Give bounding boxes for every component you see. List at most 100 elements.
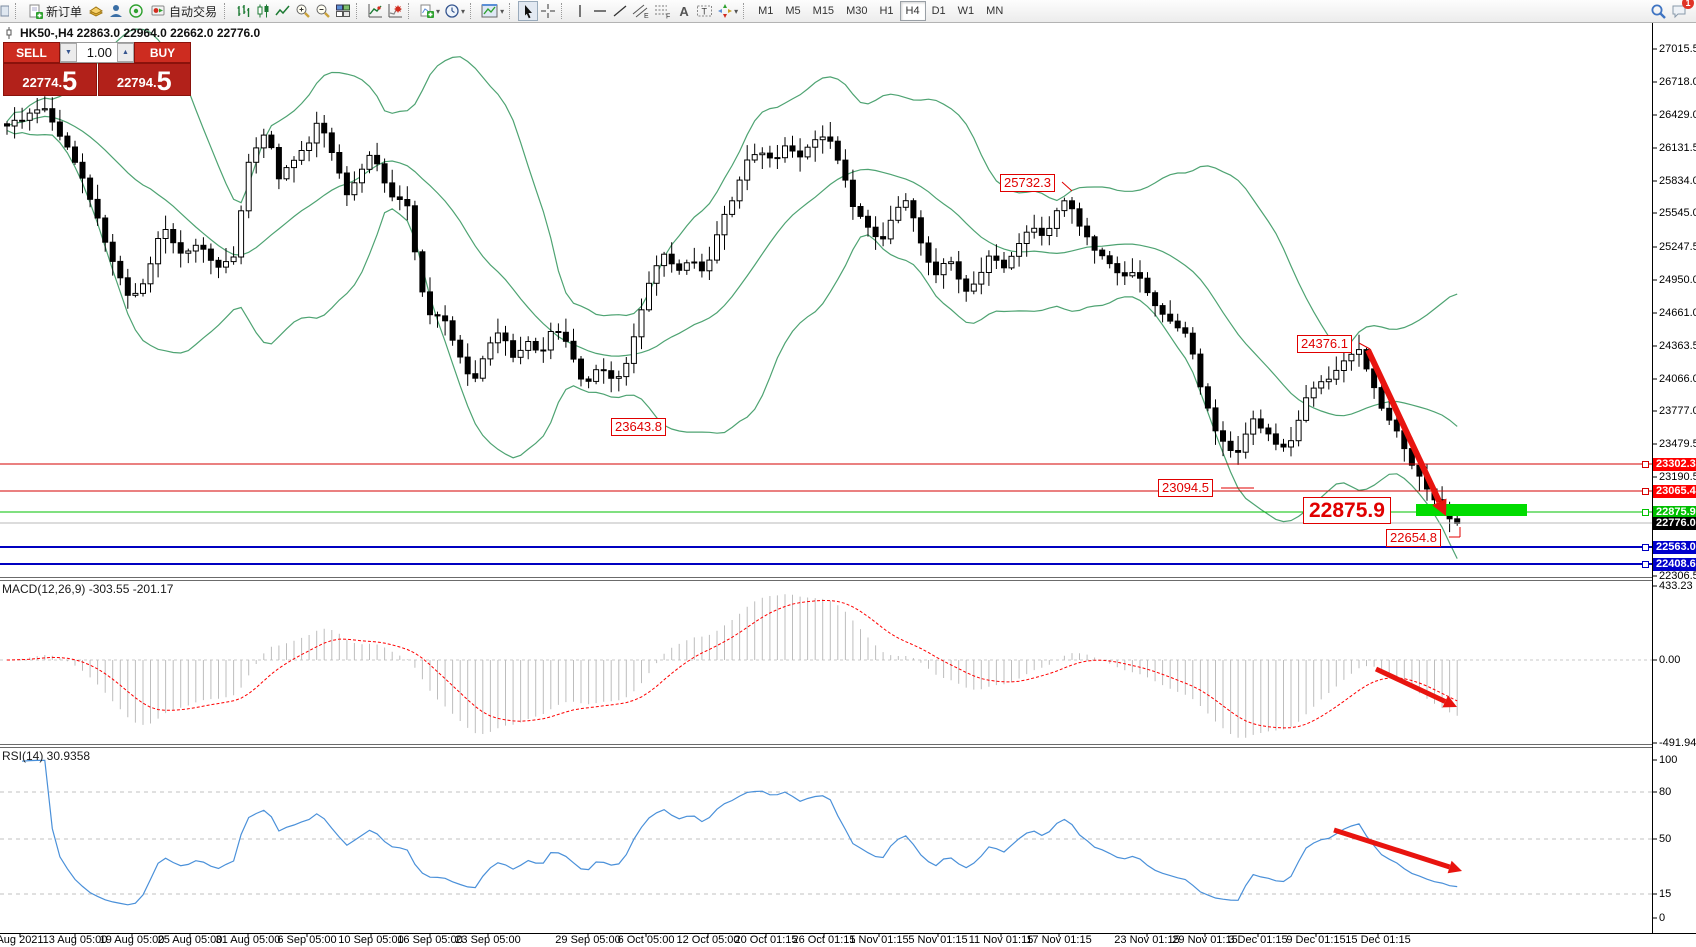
bull-candle [147, 263, 154, 285]
svg-text:F: F [666, 14, 670, 20]
bear-candle [343, 172, 350, 196]
timeframe-H4[interactable]: H4 [899, 1, 926, 21]
bull-candle [223, 261, 229, 268]
time-label: 9 Dec 01:15 [1286, 934, 1346, 946]
hline-handle[interactable] [1642, 561, 1649, 568]
volume-value[interactable]: 1.00 [86, 45, 112, 60]
bear-candle [442, 315, 449, 322]
sell-button[interactable]: SELL [3, 42, 60, 63]
price-tick-25247.5: 25247.5 [1659, 241, 1696, 253]
profile-button[interactable] [106, 1, 126, 21]
trend-arrow[interactable] [1365, 348, 1443, 504]
sell-price[interactable]: 22774. 5 [3, 63, 97, 96]
horizontal-line-tool[interactable] [590, 1, 610, 21]
zoom-out-button[interactable] [313, 1, 333, 21]
bull-candle [1016, 243, 1023, 257]
text-label-tool[interactable]: T [694, 1, 715, 21]
volume-increase-button[interactable]: ▲ [117, 43, 134, 62]
text-tool[interactable]: A [679, 3, 689, 19]
bear-candle [94, 198, 101, 219]
bear-candle [268, 134, 275, 149]
crosshair-tool-button[interactable] [538, 1, 558, 21]
annotation-23643.8[interactable]: 23643.8 [611, 418, 666, 436]
bear-candle [72, 146, 78, 163]
add-indicator-button[interactable]: ▾ [417, 1, 442, 21]
market-watch-button[interactable] [86, 1, 106, 21]
time-label: 5 Nov 01:15 [908, 934, 968, 946]
hline-handle[interactable] [1642, 544, 1649, 551]
profile-icon [110, 5, 123, 17]
trendline-tool[interactable] [610, 1, 630, 21]
timeframe-MN[interactable]: MN [986, 5, 1004, 17]
bull-candle [155, 238, 162, 265]
pane-splitter-rsi[interactable] [0, 744, 1652, 748]
bear-candle [1439, 499, 1446, 507]
annotation-22654.8[interactable]: 22654.8 [1386, 529, 1441, 547]
timeframe-D1[interactable]: D1 [931, 5, 946, 17]
bear-candle [1204, 386, 1211, 409]
zoom-in-button[interactable] [293, 1, 313, 21]
bar-chart-button[interactable] [233, 1, 253, 21]
annotation-25732.3[interactable]: 25732.3 [1000, 174, 1055, 192]
bull-candle [230, 256, 237, 263]
volume-decrease-button[interactable]: ▼ [60, 43, 77, 62]
notifications-button[interactable]: 1 [1669, 0, 1694, 21]
bear-candle [1159, 305, 1166, 315]
bull-candle [525, 341, 532, 351]
hline-handle[interactable] [1642, 461, 1649, 468]
annotation-23094.5[interactable]: 23094.5 [1158, 479, 1213, 497]
timeframe-M30[interactable]: M30 [846, 5, 868, 17]
timeframe-H1[interactable]: H1 [879, 5, 894, 17]
new-order-button[interactable]: 新订单 [24, 1, 86, 21]
bear-candle [215, 259, 222, 268]
timeframe-M1[interactable]: M1 [758, 5, 774, 17]
buy-price[interactable]: 22794. 5 [97, 63, 191, 96]
price-tick-24363.5: 24363.5 [1659, 340, 1696, 352]
timeframe-M15[interactable]: M15 [812, 5, 835, 17]
bear-candle [562, 331, 569, 342]
auto-trading-icon [151, 5, 165, 16]
fibonacci-tool[interactable]: F [652, 1, 674, 21]
timeframe-W1[interactable]: W1 [957, 5, 975, 17]
indicators-list-button[interactable] [365, 1, 385, 21]
bull-candle [1333, 369, 1340, 380]
annotation-22875.9[interactable]: 22875.9 [1303, 497, 1391, 524]
arrows-tool[interactable]: ▾ [715, 1, 740, 21]
bear-candle [555, 331, 562, 333]
chart-title: HK50-,H4 22863.0 22964.0 22662.0 22776.0 [6, 26, 260, 40]
pane-splitter-macd[interactable] [0, 577, 1652, 581]
hline-handle[interactable] [1642, 509, 1649, 516]
sell-price-main: 22774 [22, 75, 59, 90]
annotation-24376.1[interactable]: 24376.1 [1297, 335, 1352, 353]
bear-candle [434, 314, 441, 317]
trend-arrow[interactable] [1333, 827, 1451, 870]
price-tick-24661.0: 24661.0 [1659, 307, 1696, 319]
line-chart-button[interactable] [273, 1, 293, 21]
time-label: 29 Sep 05:00 [555, 934, 621, 946]
bull-candle [1295, 419, 1302, 442]
vertical-line-tool[interactable] [570, 1, 590, 21]
search-button[interactable] [1648, 1, 1669, 21]
bear-candle [19, 119, 26, 122]
bear-candle [79, 161, 86, 179]
bear-candle [1069, 200, 1075, 210]
bar-chart-icon [237, 5, 250, 17]
bear-candle [698, 261, 705, 272]
period-clock-button[interactable]: ▾ [442, 1, 467, 21]
candlestick-chart-button[interactable] [253, 1, 273, 21]
hline-handle[interactable] [1642, 488, 1649, 495]
channel-tool[interactable]: E [630, 1, 652, 21]
signal-button[interactable] [126, 1, 146, 21]
timeframe-M5[interactable]: M5 [785, 5, 801, 17]
cursor-tool-button[interactable] [518, 1, 539, 21]
bull-candle [902, 200, 909, 208]
objects-list-button[interactable] [385, 1, 405, 21]
trend-arrow[interactable] [1374, 666, 1447, 704]
svg-text:T: T [702, 7, 708, 17]
tile-windows-button[interactable] [333, 1, 353, 21]
auto-trading-button[interactable]: 自动交易 [146, 1, 221, 21]
bull-candle [140, 283, 146, 294]
templates-button[interactable]: ▾ [479, 1, 506, 21]
bull-candle [351, 182, 358, 196]
buy-button[interactable]: BUY [134, 42, 191, 63]
